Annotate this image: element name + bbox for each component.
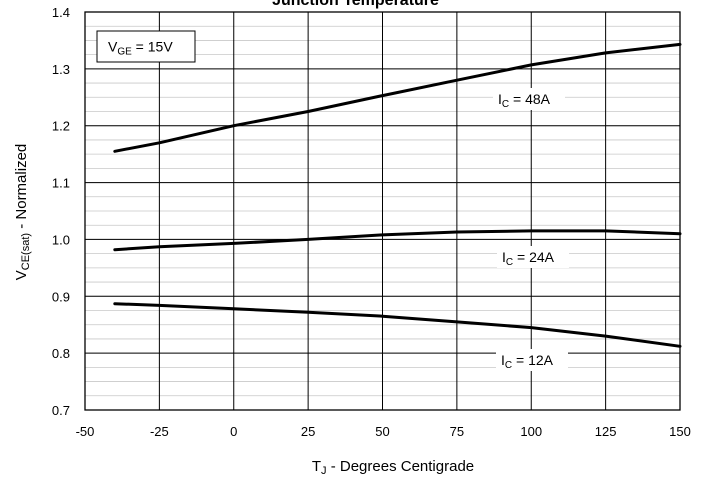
x-tick-label: -50 (76, 424, 95, 439)
series-lines (113, 42, 682, 348)
x-tick-label: 0 (230, 424, 237, 439)
series-label-24a: IC = 24A (497, 246, 569, 268)
series-label-48a: IC = 48A (493, 88, 565, 110)
y-tick-label: 1.2 (52, 119, 70, 134)
y-tick-label: 0.7 (52, 403, 70, 418)
y-axis-label: VCE(sat) - Normalized (13, 144, 32, 280)
y-tick-label: 1.3 (52, 62, 70, 77)
y-axis-ticks: 0.7 0.8 0.9 1.0 1.1 1.2 1.3 1.4 (52, 5, 70, 418)
grid (84, 11, 681, 411)
x-axis-label: TJ - Degrees Centigrade (312, 458, 474, 477)
svg-text:IC = 24A: IC = 24A (502, 249, 555, 268)
x-tick-label: 100 (520, 424, 542, 439)
x-tick-label: 75 (450, 424, 464, 439)
svg-text:IC = 48A: IC = 48A (498, 91, 551, 110)
y-tick-label: 1.1 (52, 176, 70, 191)
series-label-12a: IC = 12A (496, 349, 568, 371)
y-tick-label: 1.4 (52, 5, 70, 20)
series-line-1 (113, 229, 682, 252)
y-tick-label: 0.9 (52, 289, 70, 304)
series-line-2 (113, 302, 682, 348)
x-tick-label: 150 (669, 424, 691, 439)
x-axis-ticks: -50 -25 0 25 50 75 100 125 150 (76, 424, 691, 439)
vge-legend-box: VGE = 15V (96, 30, 196, 63)
x-tick-label: -25 (150, 424, 169, 439)
svg-text:IC = 12A: IC = 12A (501, 352, 554, 371)
plot-frame (84, 11, 681, 411)
x-tick-label: 50 (375, 424, 389, 439)
x-tick-label: 25 (301, 424, 315, 439)
y-tick-label: 0.8 (52, 346, 70, 361)
series-line-0 (113, 42, 682, 153)
chart-title: Junction Temperature (272, 0, 439, 9)
x-tick-label: 125 (595, 424, 617, 439)
y-tick-label: 1.0 (52, 232, 70, 247)
vge-legend-label: VGE = 15V (108, 39, 173, 58)
